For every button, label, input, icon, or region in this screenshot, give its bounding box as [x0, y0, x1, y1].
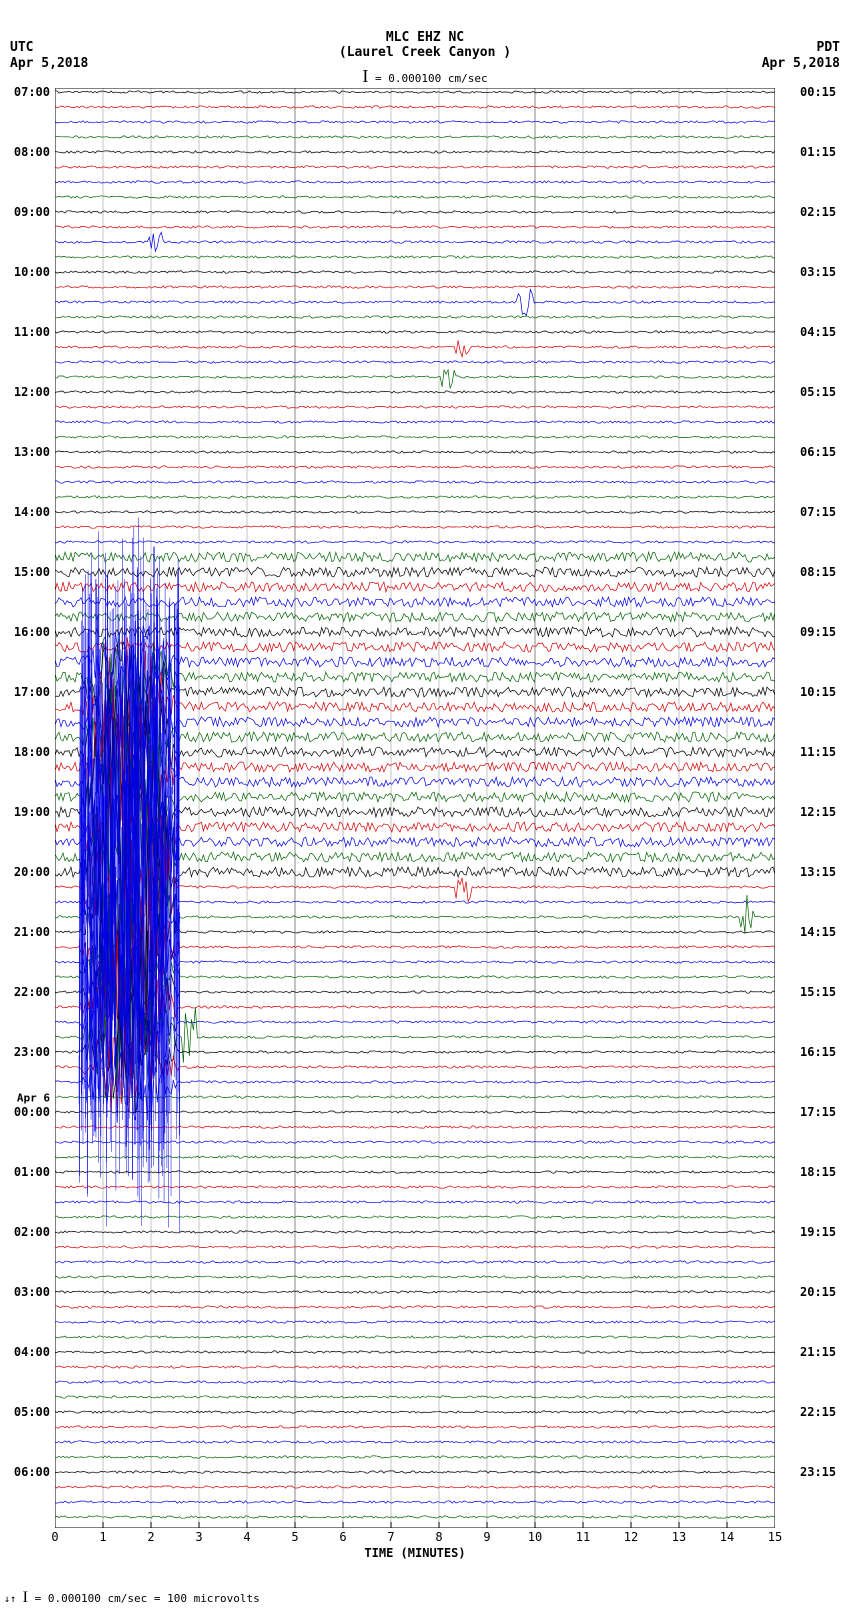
date-left: Apr 5,2018	[10, 56, 88, 71]
pdt-hour-label: 02:15	[800, 205, 836, 219]
pdt-hour-label: 12:15	[800, 805, 836, 819]
x-tick-label: 7	[387, 1530, 394, 1544]
pdt-hour-labels: 00:15 01:15 02:15 03:15 04:15 05:15 06:15 07:15…	[800, 88, 850, 1528]
chart-header: MLC EHZ NC (Laurel Creek Canyon ) I = 0.…	[0, 30, 850, 87]
x-tick-label: 4	[243, 1530, 250, 1544]
utc-hour-label: 06:00	[14, 1465, 50, 1479]
timezone-right: PDT	[817, 40, 840, 55]
date-right: Apr 5,2018	[762, 56, 840, 71]
utc-hour-label: 11:00	[14, 325, 50, 339]
footer-text: = 0.000100 cm/sec = 100 microvolts	[35, 1592, 260, 1605]
utc-hour-label: 00:00	[14, 1105, 50, 1119]
helicorder-plot	[55, 88, 775, 1528]
x-tick-label: 11	[576, 1530, 590, 1544]
pdt-hour-label: 08:15	[800, 565, 836, 579]
pdt-hour-label: 18:15	[800, 1165, 836, 1179]
station-id: MLC EHZ NC	[0, 30, 850, 45]
x-axis-title: TIME (MINUTES)	[55, 1546, 775, 1560]
utc-hour-label: 08:00	[14, 145, 50, 159]
utc-hour-label: 17:00	[14, 685, 50, 699]
pdt-hour-label: 15:15	[800, 985, 836, 999]
x-tick-label: 0	[51, 1530, 58, 1544]
utc-hour-label: 03:00	[14, 1285, 50, 1299]
pdt-hour-label: 09:15	[800, 625, 836, 639]
x-tick-label: 3	[195, 1530, 202, 1544]
x-tick-label: 15	[768, 1530, 782, 1544]
pdt-hour-label: 19:15	[800, 1225, 836, 1239]
utc-hour-label: 09:00	[14, 205, 50, 219]
footer-scale: ↓↑ I = 0.000100 cm/sec = 100 microvolts	[4, 1589, 260, 1607]
x-tick-label: 12	[624, 1530, 638, 1544]
x-tick-label: 6	[339, 1530, 346, 1544]
apr6-label: Apr 6	[17, 1092, 50, 1105]
utc-hour-label: 21:00	[14, 925, 50, 939]
pdt-hour-label: 23:15	[800, 1465, 836, 1479]
pdt-hour-label: 13:15	[800, 865, 836, 879]
x-axis: 0123456789101112131415 TIME (MINUTES)	[55, 1530, 775, 1570]
utc-hour-label: 04:00	[14, 1345, 50, 1359]
x-tick-label: 8	[435, 1530, 442, 1544]
x-tick-label: 14	[720, 1530, 734, 1544]
pdt-hour-label: 05:15	[800, 385, 836, 399]
x-tick-label: 10	[528, 1530, 542, 1544]
pdt-hour-label: 17:15	[800, 1105, 836, 1119]
utc-hour-label: 20:00	[14, 865, 50, 879]
pdt-hour-label: 11:15	[800, 745, 836, 759]
utc-hour-label: 15:00	[14, 565, 50, 579]
utc-hour-labels: 07:00 08:00 09:00 10:00 11:00 12:00 13:00 14:00…	[0, 88, 50, 1528]
pdt-hour-label: 06:15	[800, 445, 836, 459]
utc-hour-label: 14:00	[14, 505, 50, 519]
utc-hour-label: 01:00	[14, 1165, 50, 1179]
utc-hour-label: 23:00	[14, 1045, 50, 1059]
pdt-hour-label: 03:15	[800, 265, 836, 279]
pdt-hour-label: 22:15	[800, 1405, 836, 1419]
timezone-left: UTC	[10, 40, 33, 55]
utc-hour-label: 10:00	[14, 265, 50, 279]
pdt-hour-label: 00:15	[800, 85, 836, 99]
x-tick-label: 9	[483, 1530, 490, 1544]
pdt-hour-label: 04:15	[800, 325, 836, 339]
utc-hour-label: 05:00	[14, 1405, 50, 1419]
scale-label: = 0.000100 cm/sec	[375, 72, 488, 85]
x-tick-label: 1	[99, 1530, 106, 1544]
station-name: (Laurel Creek Canyon )	[0, 45, 850, 60]
utc-hour-label: 02:00	[14, 1225, 50, 1239]
pdt-hour-label: 21:15	[800, 1345, 836, 1359]
pdt-hour-label: 07:15	[800, 505, 836, 519]
x-tick-label: 13	[672, 1530, 686, 1544]
x-tick-label: 5	[291, 1530, 298, 1544]
utc-hour-label: 19:00	[14, 805, 50, 819]
x-tick-label: 2	[147, 1530, 154, 1544]
utc-hour-label: 12:00	[14, 385, 50, 399]
scale-bar: I = 0.000100 cm/sec	[0, 66, 850, 87]
utc-hour-label: 16:00	[14, 625, 50, 639]
pdt-hour-label: 14:15	[800, 925, 836, 939]
pdt-hour-label: 20:15	[800, 1285, 836, 1299]
utc-hour-label: 13:00	[14, 445, 50, 459]
pdt-hour-label: 16:15	[800, 1045, 836, 1059]
utc-hour-label: 07:00	[14, 85, 50, 99]
utc-hour-label: 18:00	[14, 745, 50, 759]
pdt-hour-label: 10:15	[800, 685, 836, 699]
pdt-hour-label: 01:15	[800, 145, 836, 159]
utc-hour-label: 22:00	[14, 985, 50, 999]
